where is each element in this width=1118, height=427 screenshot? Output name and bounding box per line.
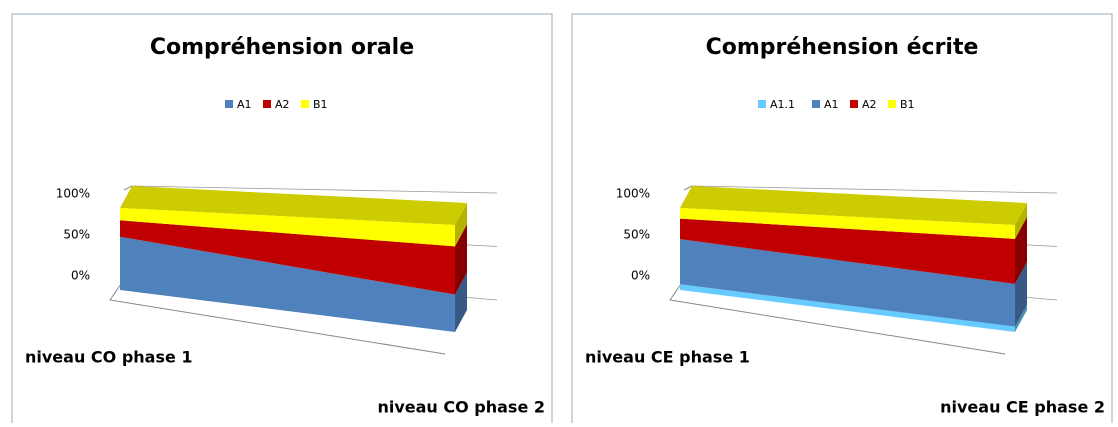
legend-swatch	[812, 100, 820, 108]
legend-swatch	[758, 100, 766, 108]
chart-panel: Compréhension écrite A1.1 A1 A2 B1 0% 50% 100% n…	[571, 13, 1113, 427]
legend-swatch	[263, 100, 271, 108]
area	[680, 284, 1015, 332]
legend-label: A1.1	[770, 98, 795, 111]
x-tick-label: niveau CO phase 1	[25, 348, 193, 367]
legend-label: A1	[824, 98, 839, 111]
area	[120, 236, 455, 332]
y-tick-label: 100%	[616, 187, 650, 201]
y-tick-label: 100%	[56, 187, 90, 201]
area	[680, 239, 1015, 327]
area-side	[455, 203, 467, 247]
area-side	[1015, 304, 1027, 332]
y-tick-label: 50%	[63, 228, 90, 242]
tick-mark	[683, 185, 693, 191]
area-top	[680, 186, 1027, 225]
legend-label: A2	[275, 98, 290, 111]
tick-mark	[123, 185, 133, 191]
legend-swatch	[888, 100, 896, 108]
chart-title: Compréhension écrite	[706, 35, 979, 60]
area	[680, 208, 1015, 239]
area-side	[1015, 216, 1027, 284]
x-tick-label: niveau CE phase 2	[940, 398, 1105, 417]
y-tick-label: 50%	[623, 228, 650, 242]
x-tick-label: niveau CO phase 2	[377, 398, 545, 417]
legend-label: A1	[237, 98, 252, 111]
y-tick-label: 0%	[71, 269, 90, 283]
grid-line	[691, 185, 1058, 194]
area-side	[1015, 261, 1027, 327]
area	[120, 208, 455, 247]
x-tick-label: niveau CE phase 1	[585, 348, 750, 367]
legend-swatch	[301, 100, 309, 108]
area	[120, 220, 455, 295]
area	[680, 218, 1015, 284]
legend-swatch	[850, 100, 858, 108]
legend-label: B1	[900, 98, 915, 111]
chart-title: Compréhension orale	[150, 35, 414, 60]
floor-line	[109, 299, 446, 355]
area-side	[455, 224, 467, 295]
area-side	[1015, 203, 1027, 239]
y-tick-label: 0%	[631, 269, 650, 283]
legend-label: A2	[862, 98, 877, 111]
area-side	[455, 272, 467, 332]
area-top	[120, 186, 467, 225]
chart-panel: Compréhension orale A1 A2 B1 0% 50% 100% niveau…	[11, 13, 553, 427]
floor-line	[669, 299, 1006, 355]
legend-swatch	[225, 100, 233, 108]
legend-label: B1	[313, 98, 328, 111]
grid-line	[131, 185, 498, 194]
